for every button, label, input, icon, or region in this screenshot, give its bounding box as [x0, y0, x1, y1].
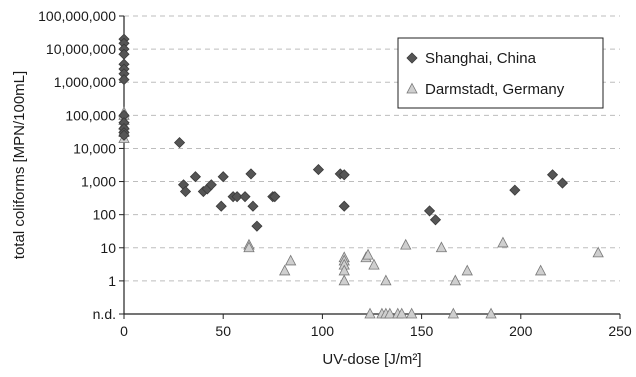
data-point-shanghai [247, 200, 259, 212]
data-point-shanghai [546, 169, 559, 181]
data-point-shanghai [118, 74, 130, 86]
legend: Shanghai, China Darmstadt, Germany [397, 37, 604, 109]
data-point-shanghai [429, 214, 442, 226]
x-tick-label: 250 [608, 323, 632, 339]
legend-marker-shanghai [406, 52, 418, 64]
y-tick-label: 100 [93, 207, 117, 223]
data-point-darmstadt [338, 274, 350, 286]
x-tick-label: 150 [410, 323, 434, 339]
x-tick-label: 50 [215, 323, 231, 339]
grid-lines [124, 15, 620, 282]
data-point-darmstadt [243, 241, 255, 253]
data-points [118, 33, 604, 319]
data-point-shanghai [312, 164, 324, 176]
data-point-shanghai [239, 191, 251, 203]
data-point-darmstadt [380, 274, 392, 286]
y-tick-label: 1,000 [81, 174, 116, 190]
data-point-shanghai [217, 171, 229, 183]
y-tick-label: 1 [108, 273, 116, 289]
data-point-darmstadt [279, 264, 291, 276]
data-point-darmstadt [534, 264, 547, 276]
data-point-shanghai [423, 205, 436, 217]
data-point-darmstadt [368, 258, 380, 270]
legend-box [397, 37, 604, 109]
y-tick-label: n.d. [93, 306, 116, 322]
data-point-darmstadt [364, 307, 376, 319]
data-point-darmstadt [435, 241, 448, 253]
y-tick-label: 1,000,000 [54, 74, 116, 90]
y-tick-label: 100,000,000 [38, 8, 116, 24]
data-point-darmstadt [406, 307, 418, 319]
y-tick-label: 10,000 [73, 140, 116, 156]
legend-marker-darmstadt [406, 82, 418, 94]
data-point-darmstadt [447, 307, 460, 319]
x-tick-label: 0 [120, 323, 128, 339]
y-axis-title: total coliforms [MPN/100mL] [11, 71, 28, 259]
data-point-shanghai [338, 169, 350, 181]
tick-labels: n.d. 1 10 100 1,000 10,000 100,000 1,000,000 10,… [38, 8, 632, 339]
data-point-shanghai [251, 220, 263, 232]
data-point-shanghai [179, 185, 192, 198]
legend-items: Shanghai, China Darmstadt, Germany [406, 50, 565, 98]
data-point-shanghai [269, 191, 281, 203]
data-point-darmstadt [400, 238, 412, 250]
data-point-darmstadt [284, 254, 297, 266]
data-point-darmstadt [497, 236, 509, 248]
data-point-shanghai [118, 129, 130, 141]
data-point-shanghai [173, 137, 186, 149]
data-point-darmstadt [396, 307, 408, 319]
x-axis-title: UV-dose [J/m²] [322, 351, 421, 368]
data-point-darmstadt [449, 274, 461, 286]
data-point-shanghai [245, 168, 257, 180]
y-tick-label: 100,000 [65, 107, 116, 123]
x-tick-label: 100 [311, 323, 335, 339]
data-point-shanghai [338, 200, 350, 212]
legend-label: Darmstadt, Germany [425, 81, 565, 98]
data-point-darmstadt [384, 307, 396, 319]
data-point-shanghai [509, 184, 521, 196]
legend-label: Shanghai, China [425, 50, 537, 67]
data-point-shanghai [189, 171, 201, 183]
data-point-shanghai [556, 177, 569, 189]
data-point-shanghai [205, 179, 217, 191]
data-point-shanghai [231, 191, 243, 203]
data-point-darmstadt [485, 307, 497, 319]
data-point-shanghai [215, 200, 227, 212]
x-tick-label: 200 [509, 323, 533, 339]
data-point-darmstadt [461, 264, 473, 276]
data-point-darmstadt [362, 248, 374, 260]
data-point-darmstadt [592, 246, 604, 258]
y-tick-label: 10,000,000 [46, 41, 116, 57]
y-tick-label: 10 [100, 240, 116, 256]
